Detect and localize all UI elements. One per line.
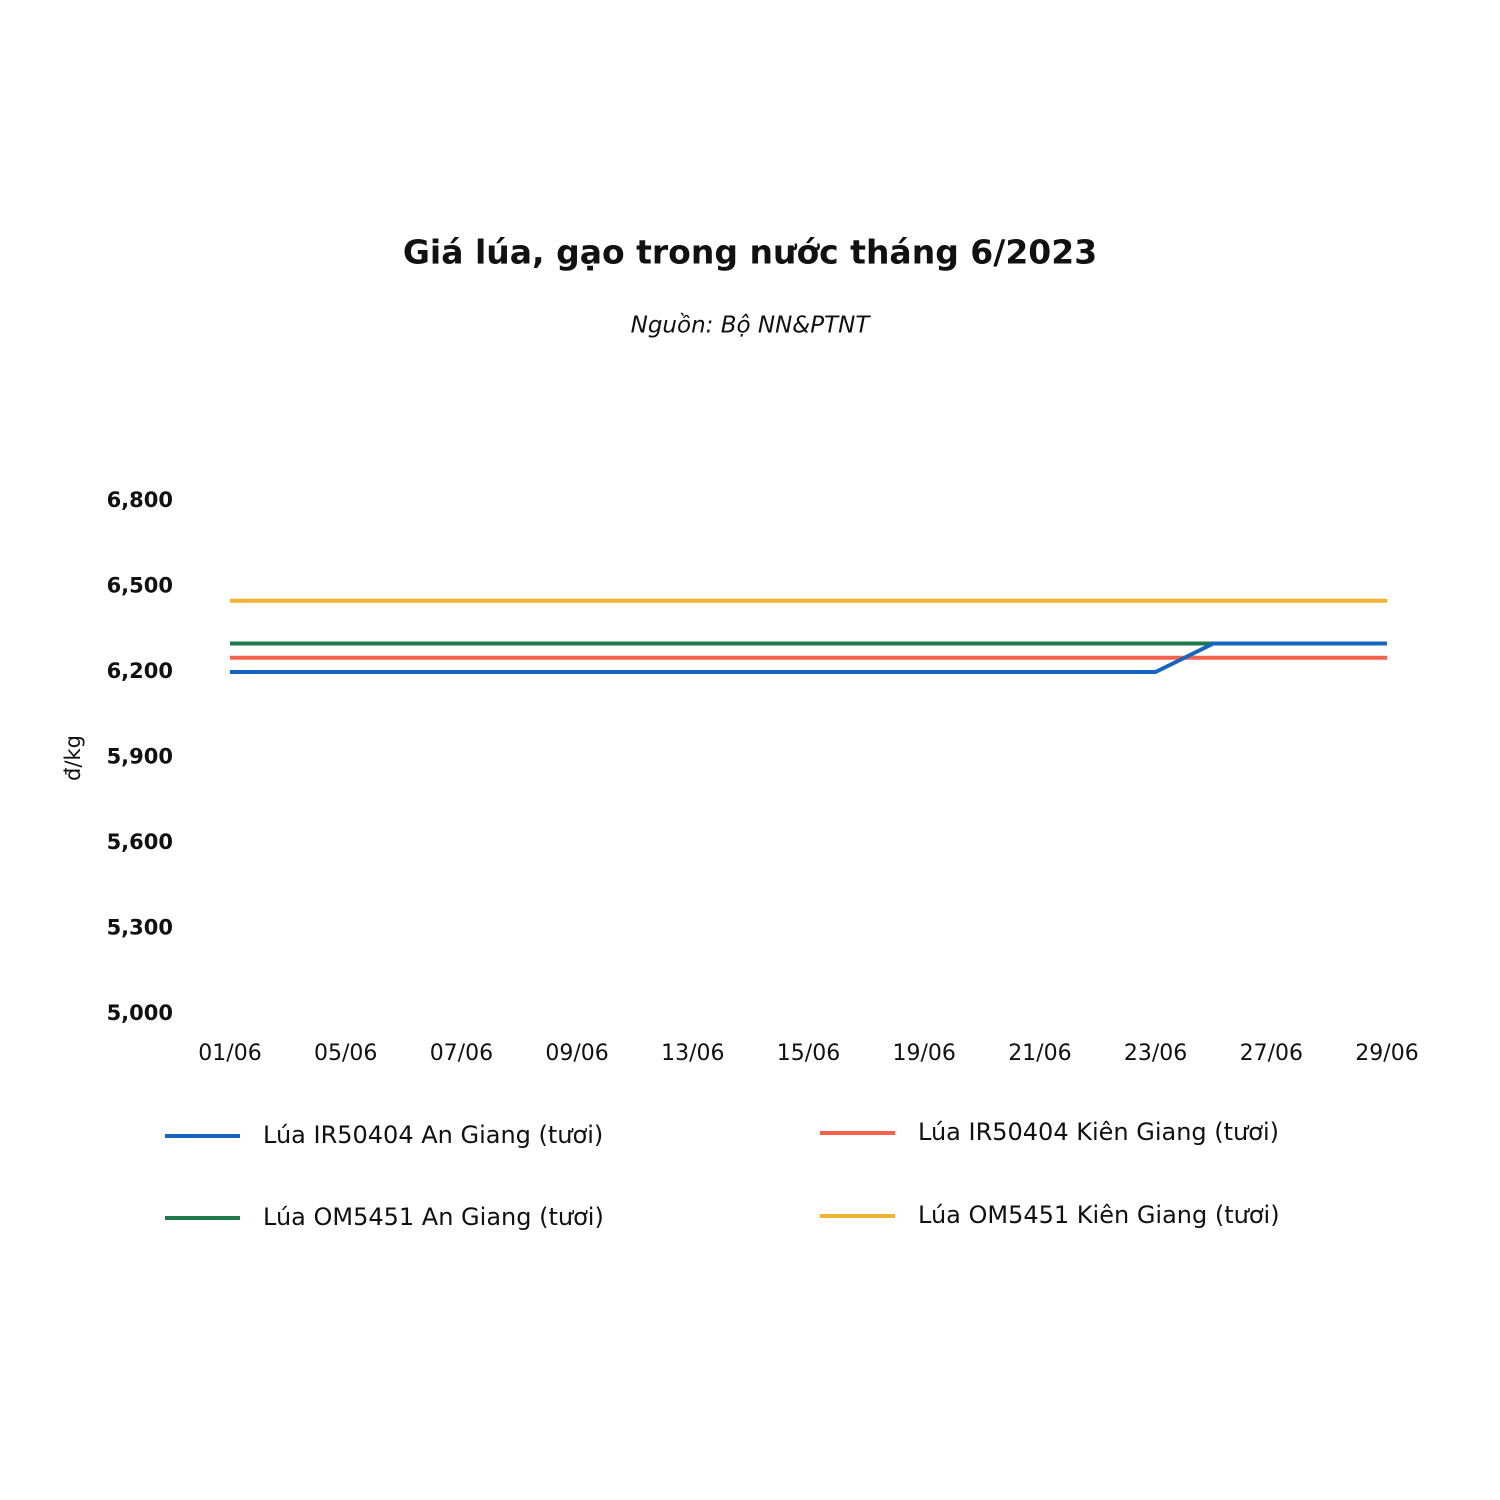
x-tick-label: 21/06	[1008, 1041, 1071, 1066]
x-tick-label: 13/06	[661, 1041, 724, 1066]
x-tick-label: 15/06	[777, 1041, 840, 1066]
legend-label: Lúa IR50404 An Giang (tươi)	[263, 1121, 603, 1149]
x-tick-label: 09/06	[545, 1041, 608, 1066]
y-axis-label: đ/kg	[61, 735, 85, 781]
y-tick-label: 5,600	[107, 830, 173, 854]
y-tick-label: 5,000	[107, 1001, 173, 1025]
x-tick-label: 23/06	[1124, 1041, 1187, 1066]
x-tick-label: 19/06	[892, 1041, 955, 1066]
legend-label: Lúa OM5451 Kiên Giang (tươi)	[918, 1201, 1280, 1229]
x-tick-label: 05/06	[314, 1041, 377, 1066]
x-tick-label: 27/06	[1240, 1041, 1303, 1066]
y-tick-label: 5,900	[107, 745, 173, 769]
x-tick-label: 07/06	[430, 1041, 493, 1066]
y-tick-label: 5,300	[107, 916, 173, 940]
legend-label: Lúa OM5451 An Giang (tươi)	[263, 1203, 604, 1231]
chart-subtitle: Nguồn: Bộ NN&PTNT	[631, 313, 872, 339]
legend-label: Lúa IR50404 Kiên Giang (tươi)	[918, 1118, 1279, 1146]
chart-title: Giá lúa, gạo trong nước tháng 6/2023	[403, 233, 1097, 272]
x-tick-label: 01/06	[198, 1041, 261, 1066]
y-tick-label: 6,800	[107, 488, 173, 512]
y-tick-label: 6,200	[107, 659, 173, 683]
x-tick-label: 29/06	[1355, 1041, 1418, 1066]
y-tick-label: 6,500	[107, 574, 173, 598]
line-series	[230, 641, 1387, 674]
